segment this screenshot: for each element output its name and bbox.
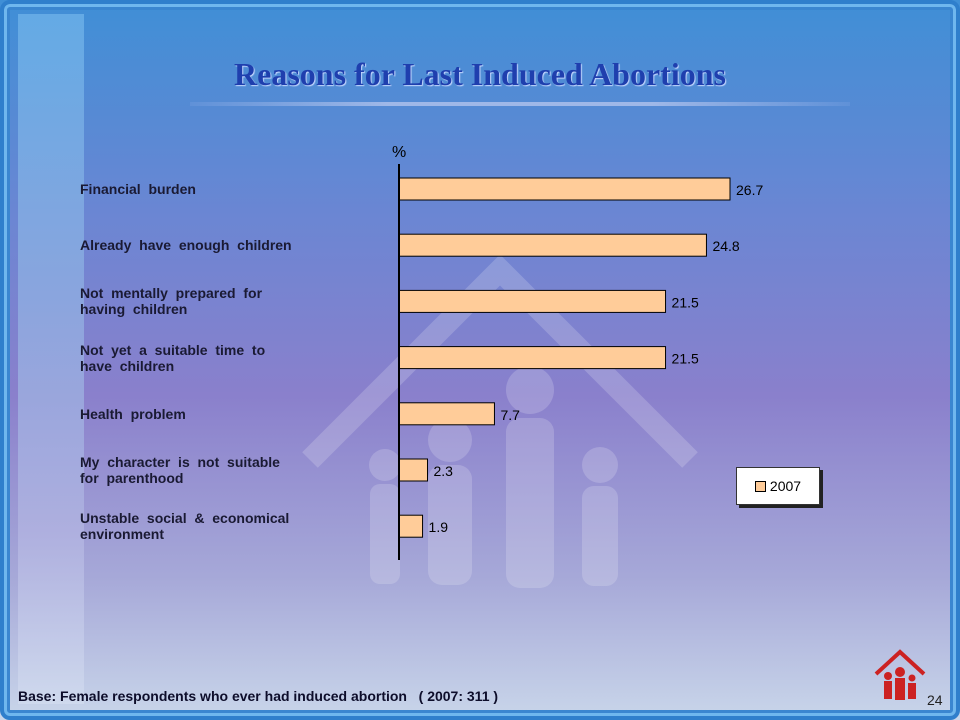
data-label: 24.8 [712, 238, 739, 254]
category-label: Unstable social & economical environment [80, 510, 290, 543]
category-label: Health problem [80, 405, 186, 422]
data-label: 21.5 [672, 294, 699, 310]
legend-label-2007: 2007 [769, 478, 802, 494]
category-label: Not mentally prepared for having children [80, 285, 263, 318]
slide-title: Reasons for Last Induced Abortions [234, 56, 726, 92]
category-label: Financial burden [80, 181, 196, 197]
page-number: 24 [927, 692, 943, 708]
bar [398, 346, 667, 370]
title-underline [190, 102, 850, 106]
family-home-logo [874, 649, 926, 700]
bar [398, 514, 424, 538]
base-footnote: Base: Female respondents who ever had in… [18, 688, 499, 704]
bar [398, 177, 731, 201]
family-house-watermark [302, 254, 698, 588]
bar [398, 289, 667, 313]
category-label: Not yet a suitable time to have children [80, 341, 266, 374]
bar [398, 233, 707, 257]
legend-swatch-2007 [754, 480, 766, 492]
axis-unit-label: % [392, 144, 406, 161]
data-label: 2.3 [434, 463, 454, 479]
left-decorative-strip [18, 14, 84, 704]
category-label: My character is not suitable for parentho… [80, 454, 280, 486]
category-label: Already have enough children [80, 237, 292, 254]
bar [398, 458, 429, 482]
data-label: 1.9 [429, 519, 449, 535]
bar [398, 402, 495, 426]
data-label: 7.7 [500, 407, 520, 423]
chart-legend: 2007 [736, 467, 820, 505]
data-label: 26.7 [736, 182, 763, 198]
data-label: 21.5 [672, 351, 699, 367]
